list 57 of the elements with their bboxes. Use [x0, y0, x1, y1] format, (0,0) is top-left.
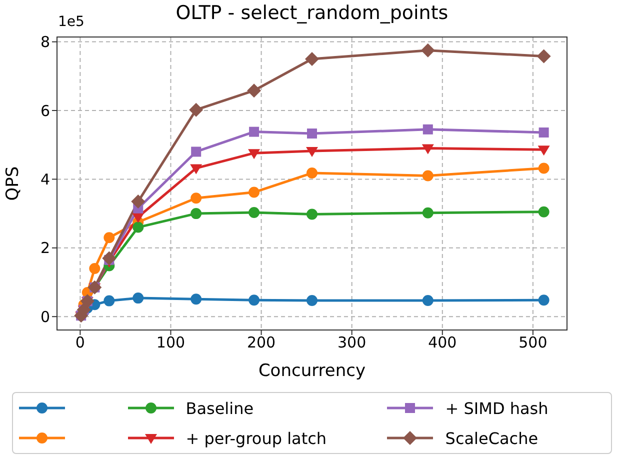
point	[305, 52, 319, 66]
y-axis-title: QPS	[3, 166, 24, 201]
y-tick-label: 0	[40, 308, 50, 326]
point	[248, 294, 260, 306]
legend-label: + SIMD hash	[445, 398, 548, 418]
point	[422, 207, 434, 218]
point	[104, 295, 115, 306]
y-tick-label: 6	[40, 102, 50, 120]
point	[536, 49, 551, 64]
chart-title: OLTP - select_random_points	[176, 2, 448, 24]
legend-label: + per-group latch	[186, 428, 327, 448]
point	[104, 232, 115, 244]
point	[422, 294, 434, 306]
y-tick-label: 4	[40, 170, 50, 189]
point	[422, 144, 434, 154]
point	[132, 292, 144, 304]
point	[538, 146, 550, 156]
point	[248, 149, 260, 160]
x-tick-label: 0	[75, 334, 85, 352]
point	[306, 168, 318, 179]
point	[538, 162, 550, 174]
point	[190, 294, 202, 305]
x-tick-label: 300	[338, 334, 366, 352]
point	[422, 170, 434, 182]
x-tick-label: 400	[428, 334, 457, 352]
point	[190, 164, 202, 174]
point	[306, 208, 318, 220]
x-tick-label: 500	[518, 334, 548, 352]
point	[538, 127, 549, 138]
point	[189, 102, 204, 117]
point	[306, 147, 318, 158]
point	[132, 212, 144, 223]
point	[190, 208, 202, 220]
point	[538, 294, 550, 306]
point	[190, 192, 202, 204]
y-tick-label: 2	[40, 239, 50, 258]
point	[248, 186, 260, 198]
point	[422, 124, 433, 134]
point	[191, 146, 202, 157]
x-axis-title: Concurrency	[258, 361, 366, 381]
x-tick-label: 100	[156, 334, 186, 352]
point	[132, 222, 144, 233]
point	[307, 128, 317, 139]
point	[420, 43, 435, 58]
point	[249, 126, 260, 137]
point	[131, 194, 146, 209]
point	[247, 84, 262, 98]
point	[306, 294, 318, 306]
point	[248, 207, 260, 218]
text: 1e5	[58, 14, 84, 30]
point	[538, 206, 550, 218]
legend-label: Baseline	[186, 398, 254, 418]
x-tick-label: 200	[246, 334, 276, 352]
point	[89, 263, 100, 274]
point	[102, 251, 116, 266]
legend-label: ScaleCache	[445, 428, 538, 448]
y-tick-label: 8	[40, 33, 50, 52]
